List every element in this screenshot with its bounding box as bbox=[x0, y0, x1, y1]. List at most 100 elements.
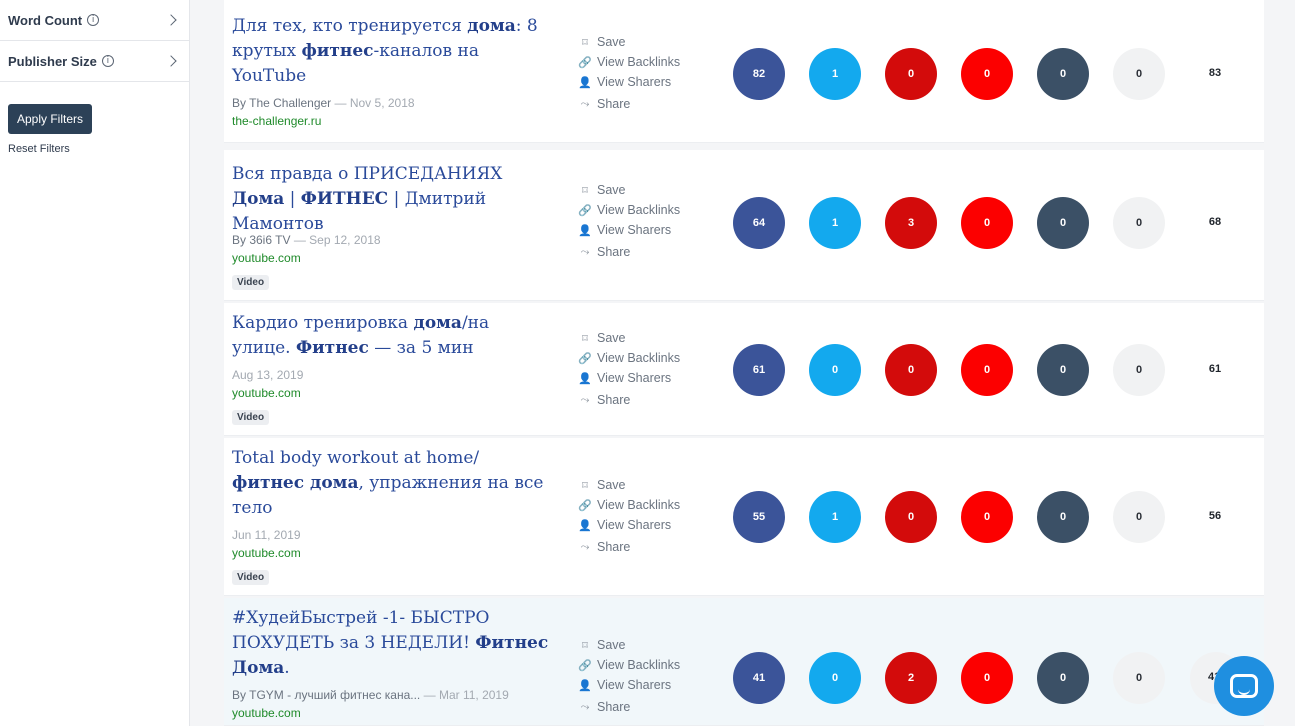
bookmark-icon: ⌑ bbox=[582, 35, 588, 49]
tumblr-shares[interactable]: 0 bbox=[1037, 652, 1089, 704]
article-domain[interactable]: youtube.com bbox=[232, 706, 301, 720]
user-icon: 👤 bbox=[578, 371, 592, 385]
action-label: Save bbox=[597, 35, 626, 49]
bookmark-icon: ⌑ bbox=[582, 638, 588, 652]
pinterest-shares[interactable]: 2 bbox=[885, 652, 937, 704]
twitter-shares[interactable]: 0 bbox=[809, 652, 861, 704]
author-name[interactable]: By The Challenger bbox=[232, 96, 332, 110]
action-label: View Backlinks bbox=[597, 658, 681, 672]
action-label: View Sharers bbox=[597, 678, 672, 692]
facebook-shares[interactable]: 82 bbox=[733, 48, 785, 100]
article-domain[interactable]: youtube.com bbox=[232, 546, 301, 560]
facebook-shares[interactable]: 41 bbox=[733, 652, 785, 704]
publish-date: Aug 13, 2019 bbox=[232, 368, 304, 382]
chat-widget-button[interactable] bbox=[1214, 656, 1274, 716]
result-row: Total body workout at home/ фитнес дома,… bbox=[224, 438, 1264, 596]
reddit-shares[interactable]: 0 bbox=[961, 48, 1013, 100]
reddit-shares[interactable]: 0 bbox=[961, 197, 1013, 249]
filter-publisher-size[interactable]: Publisher Size i bbox=[0, 41, 189, 82]
save-button[interactable]: ⌑ Save bbox=[578, 475, 680, 495]
save-button[interactable]: ⌑ Save bbox=[578, 180, 680, 200]
facebook-shares[interactable]: 55 bbox=[733, 491, 785, 543]
article-title-link[interactable]: #ХудейБыстрей -1- БЫСТРО ПОХУДЕТЬ за 3 Н… bbox=[232, 608, 549, 678]
view-sharers-button[interactable]: 👤 View Sharers bbox=[578, 368, 680, 388]
author-name[interactable]: By TGYM - лучший фитнес кана... bbox=[232, 688, 421, 702]
article-title-link[interactable]: Вся правда о ПРИСЕДАНИЯХ Дома | ФИТНЕС |… bbox=[232, 164, 503, 234]
article-meta: Aug 13, 2019 bbox=[232, 368, 303, 382]
share-button[interactable]: ⤳ Share bbox=[578, 697, 680, 717]
action-label: View Backlinks bbox=[597, 351, 681, 365]
action-label: Save bbox=[597, 638, 626, 652]
link-icon: 🔗 bbox=[578, 498, 592, 512]
pinterest-shares[interactable]: 0 bbox=[885, 491, 937, 543]
reddit-shares[interactable]: 0 bbox=[961, 344, 1013, 396]
facebook-shares[interactable]: 64 bbox=[733, 197, 785, 249]
reset-filters-link[interactable]: Reset Filters bbox=[8, 143, 70, 155]
info-icon[interactable]: i bbox=[87, 14, 100, 26]
share-icon: ⤳ bbox=[580, 540, 590, 553]
twitter-shares[interactable]: 1 bbox=[809, 491, 861, 543]
share-button[interactable]: ⤳ Share bbox=[578, 390, 680, 410]
share-button[interactable]: ⤳ Share bbox=[578, 94, 680, 114]
action-label: View Backlinks bbox=[597, 203, 681, 217]
chevron-right-icon[interactable] bbox=[165, 55, 177, 67]
facebook-shares[interactable]: 61 bbox=[733, 344, 785, 396]
view-sharers-button[interactable]: 👤 View Sharers bbox=[578, 675, 680, 695]
view-sharers-button[interactable]: 👤 View Sharers bbox=[578, 72, 680, 92]
tumblr-shares[interactable]: 0 bbox=[1037, 197, 1089, 249]
tumblr-shares[interactable]: 0 bbox=[1037, 491, 1089, 543]
article-meta: By TGYM - лучший фитнес кана... — Mar 11… bbox=[232, 688, 509, 702]
article-meta: By 36i6 TV — Sep 12, 2018 bbox=[232, 233, 381, 247]
save-button[interactable]: ⌑ Save bbox=[578, 635, 680, 655]
reddit-shares[interactable]: 0 bbox=[961, 652, 1013, 704]
article-title-link[interactable]: Total body workout at home/ фитнес дома,… bbox=[232, 448, 544, 518]
view-sharers-button[interactable]: 👤 View Sharers bbox=[578, 220, 680, 240]
save-button[interactable]: ⌑ Save bbox=[578, 32, 680, 52]
share-icon: ⤳ bbox=[580, 700, 590, 713]
twitter-shares[interactable]: 0 bbox=[809, 344, 861, 396]
other-shares[interactable]: 0 bbox=[1113, 652, 1165, 704]
pinterest-shares[interactable]: 3 bbox=[885, 197, 937, 249]
twitter-shares[interactable]: 1 bbox=[809, 48, 861, 100]
other-shares[interactable]: 0 bbox=[1113, 344, 1165, 396]
other-shares[interactable]: 0 bbox=[1113, 48, 1165, 100]
action-label: Share bbox=[597, 97, 631, 111]
article-domain[interactable]: the-challenger.ru bbox=[232, 114, 322, 128]
reddit-shares[interactable]: 0 bbox=[961, 491, 1013, 543]
action-label: Save bbox=[597, 183, 626, 197]
other-shares[interactable]: 0 bbox=[1113, 491, 1165, 543]
tumblr-shares[interactable]: 0 bbox=[1037, 48, 1089, 100]
result-row: #ХудейБыстрей -1- БЫСТРО ПОХУДЕТЬ за 3 Н… bbox=[224, 598, 1264, 726]
action-label: Save bbox=[597, 331, 626, 345]
view-backlinks-button[interactable]: 🔗 View Backlinks bbox=[578, 655, 680, 675]
other-shares[interactable]: 0 bbox=[1113, 197, 1165, 249]
view-backlinks-button[interactable]: 🔗 View Backlinks bbox=[578, 495, 680, 515]
tumblr-shares[interactable]: 0 bbox=[1037, 344, 1089, 396]
article-domain[interactable]: youtube.com bbox=[232, 251, 301, 265]
filter-label: Publisher Size bbox=[8, 53, 97, 69]
view-backlinks-button[interactable]: 🔗 View Backlinks bbox=[578, 200, 680, 220]
publish-date: — Nov 5, 2018 bbox=[331, 96, 415, 110]
total-shares: 68 bbox=[1208, 216, 1222, 228]
content-type-badge: Video bbox=[232, 410, 270, 425]
pinterest-shares[interactable]: 0 bbox=[885, 48, 937, 100]
view-backlinks-button[interactable]: 🔗 View Backlinks bbox=[578, 52, 680, 72]
apply-filters-button[interactable]: Apply Filters bbox=[8, 104, 92, 134]
view-sharers-button[interactable]: 👤 View Sharers bbox=[578, 515, 680, 535]
info-icon[interactable]: i bbox=[101, 55, 114, 67]
twitter-shares[interactable]: 1 bbox=[809, 197, 861, 249]
pinterest-shares[interactable]: 0 bbox=[885, 344, 937, 396]
article-title-link[interactable]: Для тех, кто тренируется дома: 8 крутых … bbox=[232, 16, 538, 86]
share-icon: ⤳ bbox=[580, 245, 590, 258]
author-name[interactable]: By 36i6 TV bbox=[232, 233, 291, 247]
user-icon: 👤 bbox=[578, 518, 592, 532]
share-button[interactable]: ⤳ Share bbox=[578, 242, 680, 262]
article-meta: Jun 11, 2019 bbox=[232, 528, 301, 542]
view-backlinks-button[interactable]: 🔗 View Backlinks bbox=[578, 348, 680, 368]
article-domain[interactable]: youtube.com bbox=[232, 386, 301, 400]
filter-word-count[interactable]: Word Count i bbox=[0, 0, 189, 41]
article-title-link[interactable]: Кардио тренировка дома/на улице. Фитнес … bbox=[232, 313, 490, 358]
save-button[interactable]: ⌑ Save bbox=[578, 328, 680, 348]
chevron-right-icon[interactable] bbox=[165, 14, 177, 26]
share-button[interactable]: ⤳ Share bbox=[578, 537, 680, 557]
